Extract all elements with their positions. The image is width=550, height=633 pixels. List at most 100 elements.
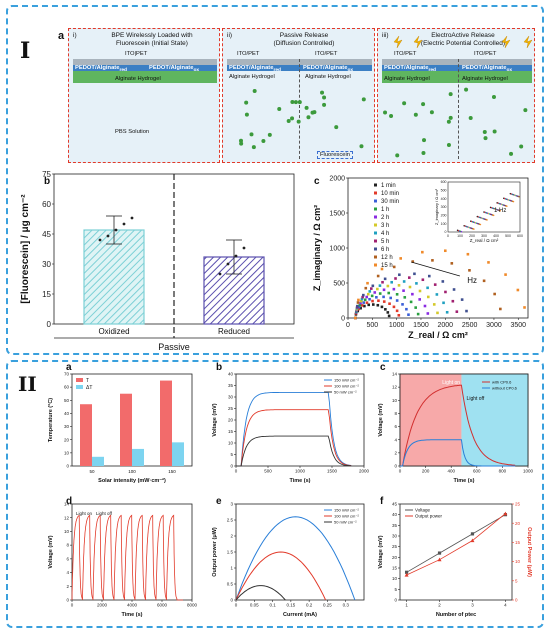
chart-nyquist: c0 500 1000 1500 2000 2500 3000 350005001000150…: [312, 175, 529, 340]
pedot-ii-right-sub: ox: [347, 68, 354, 74]
x-tick-label: 8000: [187, 603, 198, 608]
data-point: [114, 228, 118, 232]
nyquist-point: [499, 307, 502, 311]
y-tick-label: 30: [228, 395, 234, 400]
nyquist-point: [504, 273, 507, 276]
y2-tick-label: 5: [515, 578, 518, 583]
y-tick-label: 60: [42, 200, 51, 209]
legend-label: 6 h: [381, 247, 389, 253]
series-line: [236, 391, 352, 467]
light-off-region: [461, 374, 528, 466]
annotation: Light on: [76, 511, 93, 516]
data-point: [470, 538, 475, 543]
nyquist-point: [365, 301, 369, 304]
legend-label: 4 h: [381, 231, 389, 237]
y-tick-label: 30: [64, 424, 70, 429]
x-tick-label: 0: [235, 469, 238, 474]
pedot-iii-left-text: PEDOT/Alginate: [384, 65, 429, 71]
panel-label: c: [314, 176, 320, 187]
y-tick-label: 35: [228, 383, 234, 388]
nyquist-point: [370, 294, 374, 298]
nyquist-point: [466, 252, 470, 256]
inset-y-tick: 200: [441, 214, 447, 218]
y-tick-label: 14: [64, 502, 70, 507]
nyquist-point: [365, 295, 369, 299]
nyquist-point: [416, 312, 420, 316]
nyquist-point: [364, 286, 368, 290]
inset-point: [460, 230, 463, 233]
y-tick-label: 1000: [329, 245, 345, 252]
legend-label: 30 min: [381, 199, 399, 205]
nyquist-point: [414, 306, 417, 309]
nyquist-point: [395, 309, 399, 313]
x-axis-label: Time (s): [454, 478, 475, 484]
inset-y-label: Z_imaginary / Ω cm²: [434, 188, 439, 225]
nyquist-point: [445, 310, 449, 314]
y-tick-label: 1.5: [227, 550, 234, 555]
alginate-ii-left: Alginate Hydrogel: [229, 74, 275, 80]
legend-marker: [374, 247, 377, 251]
x-tick-label: 500: [366, 322, 378, 329]
panel-iii-num: iii): [382, 32, 389, 39]
y-tick-label: 15: [228, 429, 234, 434]
panel-label: d: [66, 496, 72, 507]
nyquist-point: [403, 296, 407, 299]
series-line: [235, 516, 356, 601]
nyquist-point: [443, 249, 447, 253]
x-axis-label: Number of ptec: [436, 612, 476, 618]
nyquist-point: [421, 278, 425, 282]
x-tick-label: 400: [447, 469, 455, 474]
nyquist-point: [357, 298, 360, 302]
y-tick-label: 45: [392, 502, 398, 507]
alginate-ii-right: Alginate Hydrogel: [305, 74, 351, 80]
nyquist-point: [493, 292, 496, 296]
nyquist-point: [451, 299, 455, 303]
nyquist-point: [390, 280, 393, 284]
y-tick-label: 20: [64, 437, 70, 442]
nyquist-point: [482, 279, 486, 283]
series-line: [235, 551, 327, 601]
data-point: [130, 216, 134, 220]
y-tick-label: 12: [64, 515, 70, 520]
section-II-frame: [6, 360, 544, 628]
nyquist-point: [360, 304, 364, 307]
nyquist-point: [367, 303, 371, 307]
legend-label: 12 h: [381, 255, 393, 261]
nyquist-point: [359, 301, 362, 305]
legend-marker: [374, 183, 377, 187]
section-I-label: I: [20, 38, 31, 64]
y-tick-label: 4: [66, 570, 69, 575]
inset-annotation: 1 Hz: [494, 208, 506, 214]
x-tick-label: 0: [399, 469, 402, 474]
inset-point: [492, 214, 495, 217]
pedot-iii-right: PEDOT/Alginateox: [462, 65, 512, 73]
legend-marker: [374, 255, 377, 259]
nyquist-point: [376, 274, 380, 278]
legend-marker: [374, 199, 377, 203]
y-tick-label: 15: [42, 290, 51, 299]
nyquist-point: [415, 282, 418, 285]
nyquist-point: [444, 290, 447, 294]
nyquist-point: [363, 298, 367, 302]
nyquist-point: [411, 292, 414, 296]
nyquist-point: [418, 289, 422, 293]
schematic-label: a: [58, 30, 65, 42]
legend-marker: [374, 191, 377, 195]
x-tick-label: 2: [438, 603, 441, 608]
legend-label: 1 h: [381, 207, 389, 213]
y-tick-label: 0: [230, 598, 233, 603]
nyquist-point: [426, 286, 429, 290]
nyquist-point: [436, 311, 439, 315]
data-point: [437, 551, 442, 555]
bar: [83, 229, 145, 325]
y-tick-label: 1500: [329, 210, 345, 217]
pedot-ii-right-text: PEDOT/Alginate: [303, 65, 348, 71]
panel-label: e: [216, 496, 222, 507]
y2-tick-label: 25: [515, 502, 521, 507]
nyquist-point: [516, 288, 520, 292]
y-tick-label: 0: [66, 464, 69, 469]
nyquist-point: [371, 303, 375, 306]
category-label: 100: [128, 469, 136, 474]
inset-point: [473, 228, 475, 230]
y-tick-label: 50: [64, 398, 70, 403]
